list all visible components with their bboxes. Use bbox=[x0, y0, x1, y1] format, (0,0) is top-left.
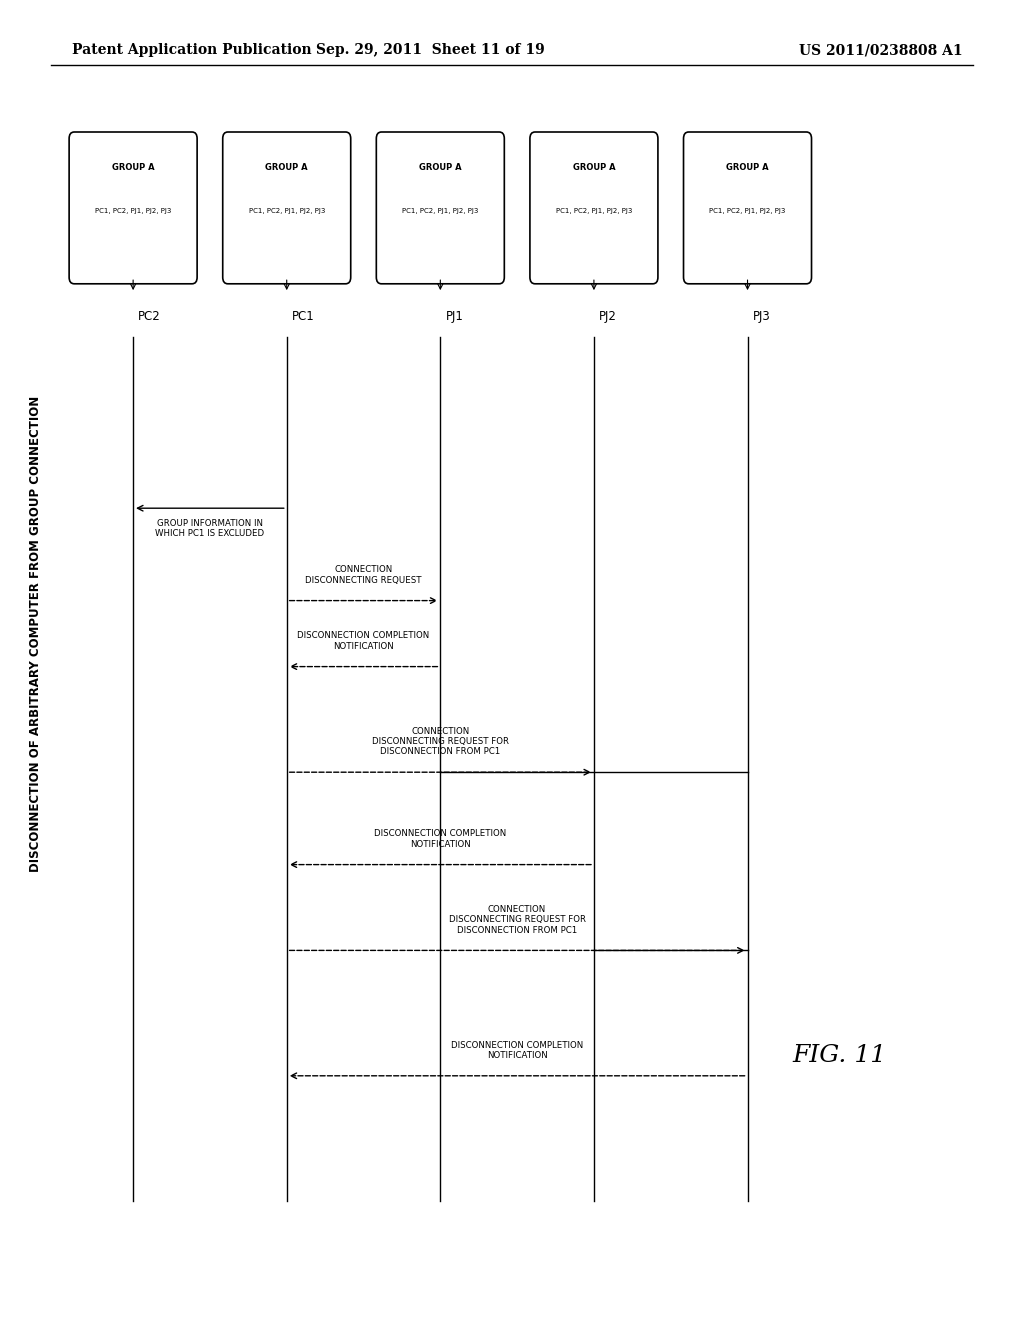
Text: DISCONNECTION COMPLETION
NOTIFICATION: DISCONNECTION COMPLETION NOTIFICATION bbox=[451, 1040, 584, 1060]
Text: PJ1: PJ1 bbox=[445, 310, 463, 323]
Text: PC1, PC2, PJ1, PJ2, PJ3: PC1, PC2, PJ1, PJ2, PJ3 bbox=[556, 209, 632, 214]
Text: FIG. 11: FIG. 11 bbox=[793, 1044, 887, 1068]
Text: DISCONNECTION OF ARBITRARY COMPUTER FROM GROUP CONNECTION: DISCONNECTION OF ARBITRARY COMPUTER FROM… bbox=[30, 396, 42, 871]
Text: PC1, PC2, PJ1, PJ2, PJ3: PC1, PC2, PJ1, PJ2, PJ3 bbox=[95, 209, 171, 214]
Text: PJ2: PJ2 bbox=[599, 310, 616, 323]
Text: PC1, PC2, PJ1, PJ2, PJ3: PC1, PC2, PJ1, PJ2, PJ3 bbox=[710, 209, 785, 214]
Text: DISCONNECTION COMPLETION
NOTIFICATION: DISCONNECTION COMPLETION NOTIFICATION bbox=[297, 631, 430, 651]
FancyBboxPatch shape bbox=[684, 132, 811, 284]
Text: PJ3: PJ3 bbox=[753, 310, 770, 323]
Text: CONNECTION
DISCONNECTING REQUEST FOR
DISCONNECTION FROM PC1: CONNECTION DISCONNECTING REQUEST FOR DIS… bbox=[372, 726, 509, 756]
Text: GROUP INFORMATION IN
WHICH PC1 IS EXCLUDED: GROUP INFORMATION IN WHICH PC1 IS EXCLUD… bbox=[156, 519, 264, 539]
Text: GROUP A: GROUP A bbox=[419, 164, 462, 172]
Text: GROUP A: GROUP A bbox=[265, 164, 308, 172]
Text: US 2011/0238808 A1: US 2011/0238808 A1 bbox=[799, 44, 963, 57]
FancyBboxPatch shape bbox=[530, 132, 657, 284]
Text: GROUP A: GROUP A bbox=[726, 164, 769, 172]
FancyBboxPatch shape bbox=[70, 132, 197, 284]
Text: GROUP A: GROUP A bbox=[572, 164, 615, 172]
FancyBboxPatch shape bbox=[377, 132, 504, 284]
Text: PC1, PC2, PJ1, PJ2, PJ3: PC1, PC2, PJ1, PJ2, PJ3 bbox=[402, 209, 478, 214]
Text: CONNECTION
DISCONNECTING REQUEST FOR
DISCONNECTION FROM PC1: CONNECTION DISCONNECTING REQUEST FOR DIS… bbox=[449, 904, 586, 935]
Text: Sep. 29, 2011  Sheet 11 of 19: Sep. 29, 2011 Sheet 11 of 19 bbox=[315, 44, 545, 57]
Text: DISCONNECTION COMPLETION
NOTIFICATION: DISCONNECTION COMPLETION NOTIFICATION bbox=[374, 829, 507, 849]
Text: PC1: PC1 bbox=[292, 310, 314, 323]
Text: PC2: PC2 bbox=[138, 310, 161, 323]
FancyBboxPatch shape bbox=[223, 132, 350, 284]
Text: PC1, PC2, PJ1, PJ2, PJ3: PC1, PC2, PJ1, PJ2, PJ3 bbox=[249, 209, 325, 214]
Text: CONNECTION
DISCONNECTING REQUEST: CONNECTION DISCONNECTING REQUEST bbox=[305, 565, 422, 585]
Text: GROUP A: GROUP A bbox=[112, 164, 155, 172]
Text: Patent Application Publication: Patent Application Publication bbox=[72, 44, 311, 57]
